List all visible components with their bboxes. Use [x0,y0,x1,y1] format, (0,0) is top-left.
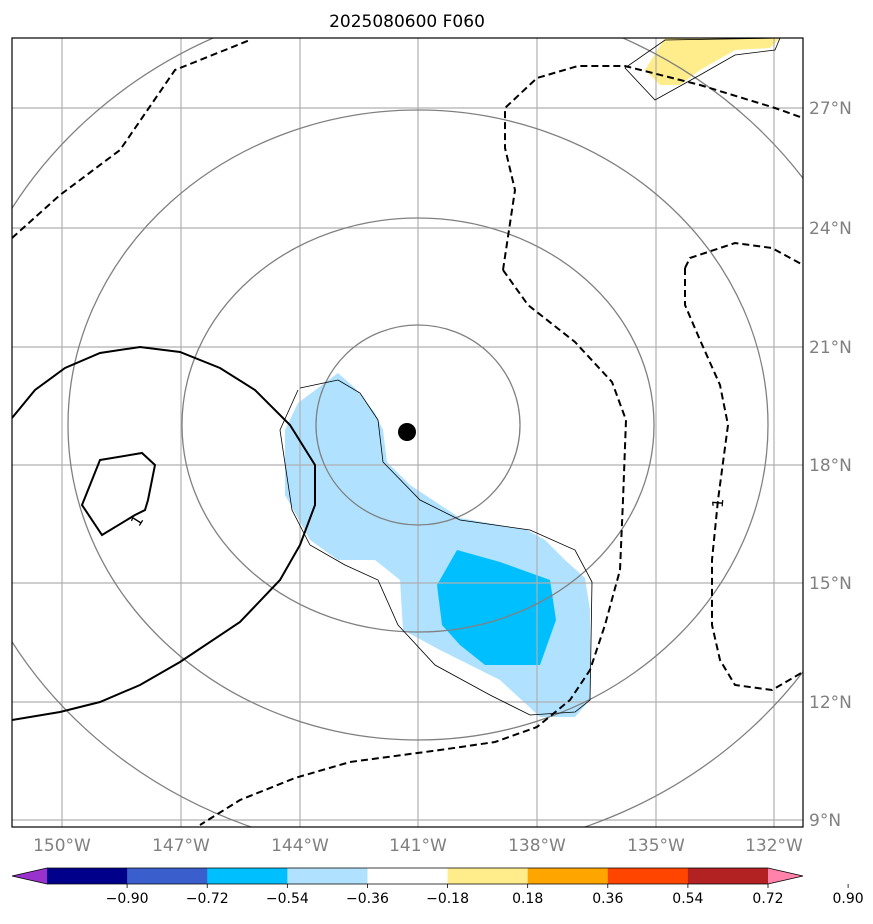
lat-tick-label: 21°N [809,338,852,358]
range-rings [12,38,803,827]
lon-tick-label: 147°W [152,836,210,856]
lat-tick-label: 9°N [809,811,841,831]
lat-tick-label: 15°N [809,574,852,594]
colorbar-segment [607,868,689,884]
colorbar-tick-label: 0.90 [833,891,864,907]
deep-blue-anomaly-area [437,550,556,665]
lon-tick-label: 132°W [745,836,803,856]
solid-contours [12,345,316,721]
colorbar-segment [127,868,208,884]
grid-lines [12,38,803,827]
colorbar-segment [527,868,609,884]
lat-tick-label: 18°N [809,456,852,476]
storm-center-marker [398,423,416,441]
colorbar-segment [47,868,128,884]
map-frame [11,37,804,828]
colorbar-segment [207,868,288,884]
colorbar-segment [287,868,368,884]
map-title: 2025080600 F060 [329,12,485,32]
lat-tick-label: 24°N [809,219,852,239]
colorbar-tick-label: −0.36 [346,891,389,907]
yellow-anomaly-outline [624,38,781,101]
right-contour-label: 1 [709,497,728,508]
lat-tick-label: 12°N [809,693,852,713]
longitude-tick-labels: 150°W 147°W 144°W 141°W 138°W 135°W 132°… [33,836,803,856]
colorbar-segment [367,868,449,884]
colorbar-tick-label: 0.36 [592,891,623,907]
colorbar-outline [11,867,804,885]
light-blue-anomaly-area [285,373,590,717]
lon-tick-label: 135°W [627,836,685,856]
latitude-tick-labels: 27°N 24°N 21°N 18°N 15°N 12°N 9°N [809,99,852,831]
lat-tick-label: 27°N [809,99,852,119]
colorbar-extend-low [12,868,47,884]
colorbar-extend-high [768,868,803,884]
lon-tick-label: 144°W [271,836,329,856]
lon-tick-label: 150°W [33,836,91,856]
dashed-contours [12,39,803,826]
colorbar-tick-label: −0.18 [426,891,469,907]
yellow-anomaly-area [645,38,780,85]
lon-tick-label: 138°W [508,836,566,856]
colorbar-tick-label: 0.72 [752,891,783,907]
colorbar: −0.90 −0.72 −0.54 −0.36 −0.18 0.18 0.36 0.54 0.7… [11,867,864,907]
colorbar-tick-label: −0.90 [106,891,149,907]
colorbar-tick-label: −0.54 [266,891,309,907]
colorbar-tick-label: −0.72 [186,891,229,907]
anomaly-outline [279,379,593,716]
colorbar-segment [687,868,769,884]
colorbar-tick-label: 0.54 [672,891,703,907]
lon-tick-label: 141°W [389,836,447,856]
colorbar-tick-label: 0.18 [512,891,543,907]
colorbar-segment [447,868,529,884]
